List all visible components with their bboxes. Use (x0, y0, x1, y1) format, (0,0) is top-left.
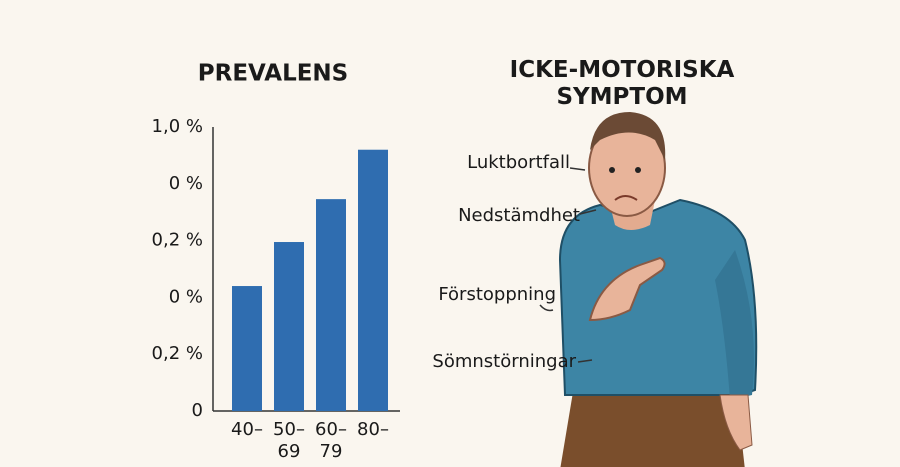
symptom-label: Förstoppning (438, 284, 556, 305)
bar (232, 286, 262, 411)
symptom-label: Nedstämdhet (458, 205, 580, 226)
leader-line (569, 167, 586, 171)
bar (358, 149, 388, 411)
bar (316, 199, 346, 411)
arm (715, 250, 754, 400)
eye (635, 167, 641, 173)
illustration-title: ICKE-MOTORISKA SYMPTOM (510, 57, 735, 110)
sweater (558, 198, 758, 396)
y-tick-label: 0 % (169, 286, 203, 307)
chart-title: PREVALENS (198, 61, 349, 87)
leader-line (539, 304, 554, 312)
leader-lines (539, 167, 597, 363)
hand-chest (588, 256, 666, 322)
x-tick-label: 50– 69 (273, 419, 305, 462)
bar (274, 242, 304, 411)
leader-line (577, 359, 593, 363)
symptom-label: Sömnstörningar (432, 351, 576, 372)
hair (590, 112, 666, 160)
x-tick-label: 80– (357, 419, 389, 440)
y-tick-label: 0 (192, 400, 203, 421)
x-tick-label: 60– 79 (315, 419, 347, 462)
pants (560, 380, 745, 467)
person (558, 112, 758, 467)
mouth (614, 195, 638, 201)
symptom-label: Luktbortfall (467, 152, 570, 173)
hand-down (719, 394, 753, 451)
y-tick-label: 0,2 % (152, 343, 203, 364)
x-tick-label: 40– (231, 419, 263, 440)
leader-line (579, 209, 597, 215)
eye (609, 167, 615, 173)
y-tick-label: 1,0 % (152, 116, 203, 137)
y-tick-label: 0,2 % (152, 230, 203, 251)
y-tick-label: 0 % (169, 173, 203, 194)
